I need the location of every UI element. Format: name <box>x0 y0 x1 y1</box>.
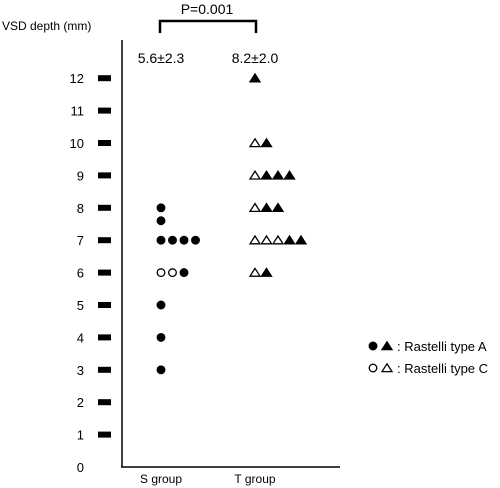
filled-circle-point <box>156 216 166 226</box>
y-tick-label: 1 <box>77 428 84 443</box>
open-triangle-point <box>248 267 262 277</box>
y-tick-label: 6 <box>77 266 84 281</box>
open-triangle-point <box>248 234 262 245</box>
y-tick-mark <box>98 172 111 179</box>
filled-circle-point <box>156 235 166 245</box>
filled-triangle-point <box>248 72 262 83</box>
open-triangle-point <box>248 137 262 148</box>
filled-triangle-point <box>260 169 273 180</box>
data-points <box>156 72 308 375</box>
legend-circle-symbol <box>368 363 378 373</box>
filled-triangle-point <box>283 234 296 245</box>
filled-circle-point <box>156 203 166 213</box>
y-tick-mark <box>98 107 111 114</box>
filled-triangle-point <box>294 234 308 245</box>
filled-triangle-point <box>271 202 285 213</box>
filled-triangle-point <box>260 202 273 213</box>
legend-triangle-symbol <box>380 340 394 351</box>
open-triangle-point <box>248 202 262 213</box>
open-triangle-point <box>248 169 262 180</box>
filled-circle-point <box>168 235 177 245</box>
y-tick-label: 8 <box>77 201 84 216</box>
x-category-label: S group <box>140 472 182 486</box>
filled-circle-point <box>179 268 189 278</box>
group-stat-label: 5.6±2.3 <box>138 50 185 66</box>
legend-circle-symbol <box>368 341 378 351</box>
legend-triangle-symbol <box>380 362 394 373</box>
filled-triangle-point <box>260 137 273 148</box>
y-tick-label: 5 <box>77 298 84 313</box>
y-tick-mark <box>98 140 111 146</box>
significance-bracket <box>158 19 258 33</box>
open-triangle-point <box>271 234 285 245</box>
legend-label: : Rastelli type C <box>397 361 488 376</box>
y-tick-label: 7 <box>77 233 84 248</box>
y-tick-label: 12 <box>70 71 84 86</box>
legend: : Rastelli type A : Rastelli type C <box>368 339 488 376</box>
y-tick-label: 9 <box>77 168 84 183</box>
open-circle-point <box>156 268 166 278</box>
significance-label: P=0.001 <box>181 1 234 17</box>
group-stats: 5.6±2.3 8.2±2.0 <box>138 50 279 66</box>
y-tick-mark <box>98 204 111 211</box>
y-tick-mark <box>98 237 111 244</box>
open-circle-point <box>168 268 177 278</box>
y-tick-mark <box>98 431 111 438</box>
group-stat-label: 8.2±2.0 <box>232 50 279 66</box>
y-tick-label: 0 <box>77 460 84 475</box>
y-tick-mark <box>98 366 111 373</box>
y-axis-label: VSD depth (mm) <box>2 19 91 33</box>
y-tick-label: 2 <box>77 395 84 410</box>
x-axis-ticks: S group T group <box>140 472 276 486</box>
y-tick-label: 4 <box>77 330 84 345</box>
y-tick-mark <box>98 269 111 276</box>
y-tick-label: 3 <box>77 363 84 378</box>
y-tick-label: 10 <box>70 136 84 151</box>
filled-circle-point <box>156 365 166 375</box>
filled-circle-point <box>156 300 166 310</box>
legend-label: : Rastelli type A <box>397 339 487 354</box>
filled-circle-point <box>156 332 166 342</box>
filled-circle-point <box>179 235 189 245</box>
y-tick-mark <box>98 302 111 308</box>
filled-circle-point <box>191 235 200 245</box>
filled-triangle-point <box>283 169 296 180</box>
y-tick-label: 11 <box>71 104 85 119</box>
x-category-label: T group <box>234 472 275 486</box>
y-tick-mark <box>98 399 111 406</box>
y-tick-mark <box>98 334 111 341</box>
open-triangle-point <box>260 234 273 245</box>
filled-triangle-point <box>260 267 273 277</box>
filled-triangle-point <box>271 169 285 180</box>
y-tick-mark <box>98 75 111 82</box>
